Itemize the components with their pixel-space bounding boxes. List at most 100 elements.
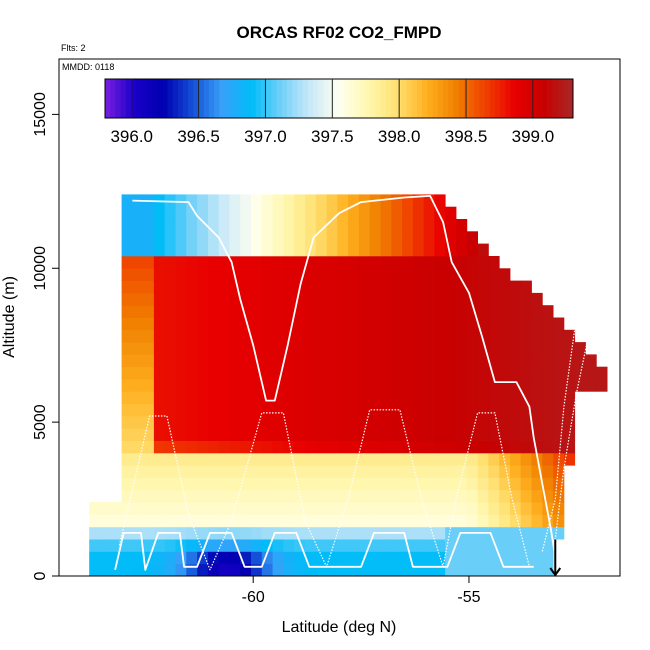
heatmap-cell: [132, 551, 144, 565]
heatmap-cell: [477, 440, 489, 454]
heatmap-cell: [283, 354, 295, 368]
heatmap-cell: [412, 194, 425, 208]
heatmap-cell: [132, 342, 144, 355]
heatmap-cell: [488, 317, 500, 331]
heatmap-cell: [164, 465, 176, 478]
colorbar-segment: [495, 79, 501, 118]
heatmap-cell: [89, 514, 101, 528]
heatmap-cell: [585, 379, 597, 392]
heatmap-cell: [456, 243, 468, 257]
heatmap-cell: [164, 440, 176, 454]
heatmap-cell: [391, 502, 403, 515]
heatmap-cell: [466, 366, 478, 380]
x-tick-label: -60: [242, 589, 265, 606]
heatmap-cell: [283, 194, 295, 208]
heatmap-cell: [121, 477, 133, 491]
heatmap-cell: [186, 465, 198, 478]
heatmap-cell: [391, 465, 403, 478]
heatmap-cell: [434, 563, 446, 577]
heatmap-cell: [348, 403, 360, 417]
colorbar-segment: [115, 79, 122, 118]
heatmap-cell: [510, 280, 522, 294]
heatmap-cell: [337, 366, 349, 380]
heatmap-cell: [337, 292, 349, 306]
heatmap-cell: [197, 416, 209, 429]
heatmap-cell: [153, 366, 166, 380]
heatmap-cell: [520, 403, 532, 417]
heatmap-cell: [305, 489, 317, 503]
heatmap-cell: [251, 379, 263, 392]
heatmap-cell: [240, 477, 252, 491]
heatmap-cell: [240, 292, 252, 306]
heatmap-cell: [423, 428, 435, 441]
colorbar-segment: [281, 79, 288, 118]
heatmap-cell: [153, 379, 166, 392]
heatmap-cell: [283, 440, 295, 454]
heatmap-cell: [315, 366, 327, 380]
heatmap-cell: [391, 391, 403, 405]
heatmap-cell: [272, 280, 284, 294]
heatmap-cell: [305, 219, 317, 232]
heatmap-cell: [251, 477, 263, 491]
heatmap-cell: [369, 563, 381, 577]
heatmap-cell: [305, 514, 317, 528]
heatmap-cell: [305, 342, 317, 355]
heatmap-cell: [520, 317, 532, 331]
heatmap-cell: [218, 391, 230, 405]
heatmap-cell: [272, 539, 284, 552]
heatmap-cell: [283, 391, 295, 405]
heatmap-cell: [132, 403, 144, 417]
heatmap-cell: [445, 342, 457, 355]
heatmap-cell: [402, 477, 414, 491]
heatmap-cell: [358, 440, 371, 454]
heatmap-cell: [358, 502, 371, 515]
heatmap-cell: [326, 563, 338, 577]
heatmap-cell: [337, 379, 349, 392]
heatmap-cell: [143, 403, 155, 417]
heatmap-cell: [143, 292, 155, 306]
heatmap-cell: [466, 342, 478, 355]
heatmap-cell: [132, 428, 144, 441]
heatmap-cell: [380, 231, 392, 244]
heatmap-cell: [207, 428, 220, 441]
heatmap-cell: [143, 256, 155, 269]
heatmap-cell: [358, 243, 371, 257]
heatmap-cell: [380, 465, 392, 478]
heatmap-cell: [326, 342, 338, 355]
heatmap-cell: [261, 206, 273, 220]
heatmap-cell: [207, 502, 220, 515]
heatmap-cell: [261, 403, 273, 417]
colorbar-segment: [427, 79, 434, 118]
colorbar-segment: [209, 79, 215, 118]
heatmap-cell: [315, 563, 327, 577]
colorbar-segment: [297, 79, 304, 118]
heatmap-cell: [402, 551, 414, 565]
heatmap-cell: [412, 305, 425, 318]
heatmap-cell: [240, 206, 252, 220]
heatmap-cell: [380, 342, 392, 355]
heatmap-cell: [110, 551, 122, 565]
heatmap-cell: [423, 416, 435, 429]
heatmap-cell: [121, 292, 133, 306]
heatmap-cell: [315, 243, 327, 257]
heatmap-cell: [456, 317, 468, 331]
heatmap-cell: [121, 194, 133, 208]
heatmap-cell: [369, 231, 381, 244]
heatmap-cell: [121, 206, 133, 220]
heatmap-cell: [337, 243, 349, 257]
heatmap-cell: [510, 551, 522, 565]
colorbar-segment: [432, 79, 439, 118]
heatmap-cell: [348, 428, 360, 441]
heatmap-cell: [229, 428, 241, 441]
heatmap-cell: [574, 379, 586, 392]
heatmap-cell: [283, 243, 295, 257]
heatmap-cell: [348, 563, 360, 577]
heatmap-cell: [477, 502, 489, 515]
heatmap-cell: [100, 539, 112, 552]
heatmap-cell: [218, 329, 230, 343]
heatmap-cell: [207, 539, 220, 552]
heatmap-cell: [315, 317, 327, 331]
heatmap-cell: [326, 416, 338, 429]
heatmap-cell: [294, 416, 306, 429]
heatmap-cell: [121, 317, 133, 331]
